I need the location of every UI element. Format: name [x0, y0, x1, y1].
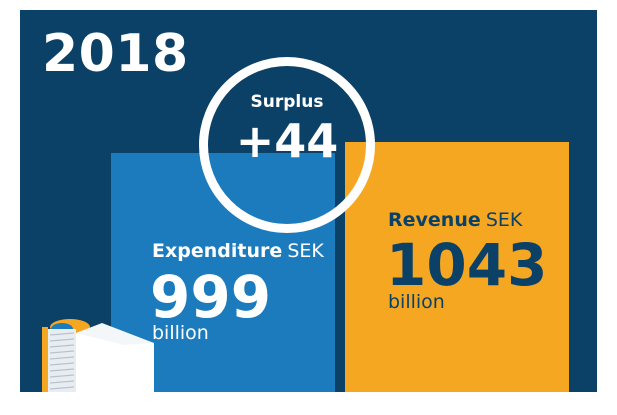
year-title: 2018: [42, 24, 189, 84]
expenditure-name: Expenditure: [152, 240, 283, 262]
expenditure-label: Expenditure SEK: [152, 242, 324, 261]
surplus-value: +44: [235, 114, 339, 168]
revenue-name: Revenue: [388, 209, 481, 231]
expenditure-billion: billion: [152, 322, 209, 344]
expenditure-value: 999: [150, 263, 272, 331]
bar-revenue: [345, 142, 569, 392]
revenue-unit: SEK: [485, 209, 523, 231]
revenue-value: 1043: [386, 231, 548, 299]
surplus-ring: [199, 57, 375, 233]
document-stack-icon: [42, 315, 162, 392]
revenue-label: Revenue SEK: [388, 211, 522, 230]
revenue-billion: billion: [388, 291, 445, 313]
expenditure-unit: SEK: [287, 240, 324, 262]
surplus-label: Surplus: [250, 92, 324, 112]
chart-panel: 2018 Expenditure SEK 999 billion Revenue…: [20, 10, 597, 392]
